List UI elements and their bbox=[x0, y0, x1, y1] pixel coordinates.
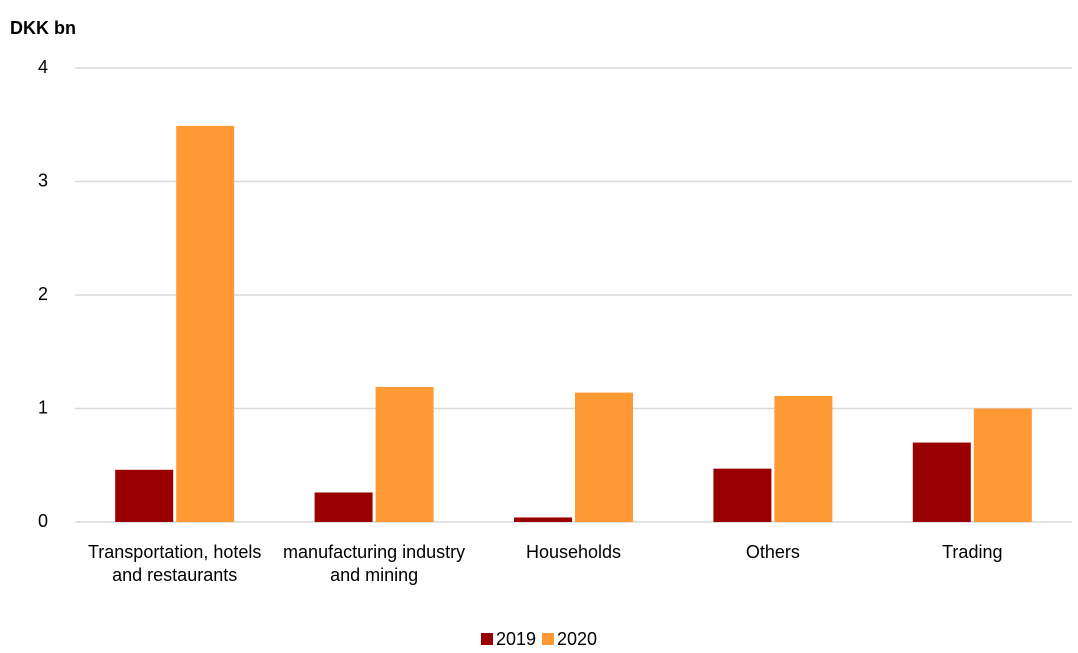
legend-label: 2019 bbox=[495, 629, 536, 649]
bar bbox=[774, 396, 833, 522]
y-tick-label: 0 bbox=[38, 511, 48, 531]
bar bbox=[314, 492, 373, 522]
bar bbox=[514, 517, 572, 522]
bar bbox=[375, 386, 434, 522]
legend-item: 2020 bbox=[542, 629, 597, 650]
y-tick-label: 3 bbox=[38, 170, 48, 190]
legend-item: 2019 bbox=[480, 629, 536, 650]
legend-swatch bbox=[480, 633, 493, 645]
x-tick-label: manufacturing industry and mining bbox=[283, 542, 466, 585]
bar bbox=[176, 125, 235, 522]
bar bbox=[115, 469, 174, 522]
x-tick-label: Transportation, hotels and restaurants bbox=[87, 542, 262, 585]
x-tick-label: Trading bbox=[942, 542, 1003, 562]
x-tick-label: Households bbox=[525, 542, 622, 562]
legend: 2019 2020 bbox=[0, 629, 1078, 650]
bar bbox=[912, 442, 971, 522]
bar bbox=[973, 408, 1032, 522]
y-tick-label: 4 bbox=[38, 57, 48, 77]
legend-label: 2020 bbox=[557, 629, 598, 649]
legend-swatch bbox=[542, 633, 554, 645]
y-tick-label: 2 bbox=[38, 284, 48, 304]
y-tick-label: 1 bbox=[38, 397, 48, 417]
bar bbox=[575, 392, 633, 522]
x-tick-label: Others bbox=[745, 542, 800, 562]
y-axis-label: DKK bn bbox=[10, 18, 76, 38]
bar bbox=[713, 468, 772, 522]
